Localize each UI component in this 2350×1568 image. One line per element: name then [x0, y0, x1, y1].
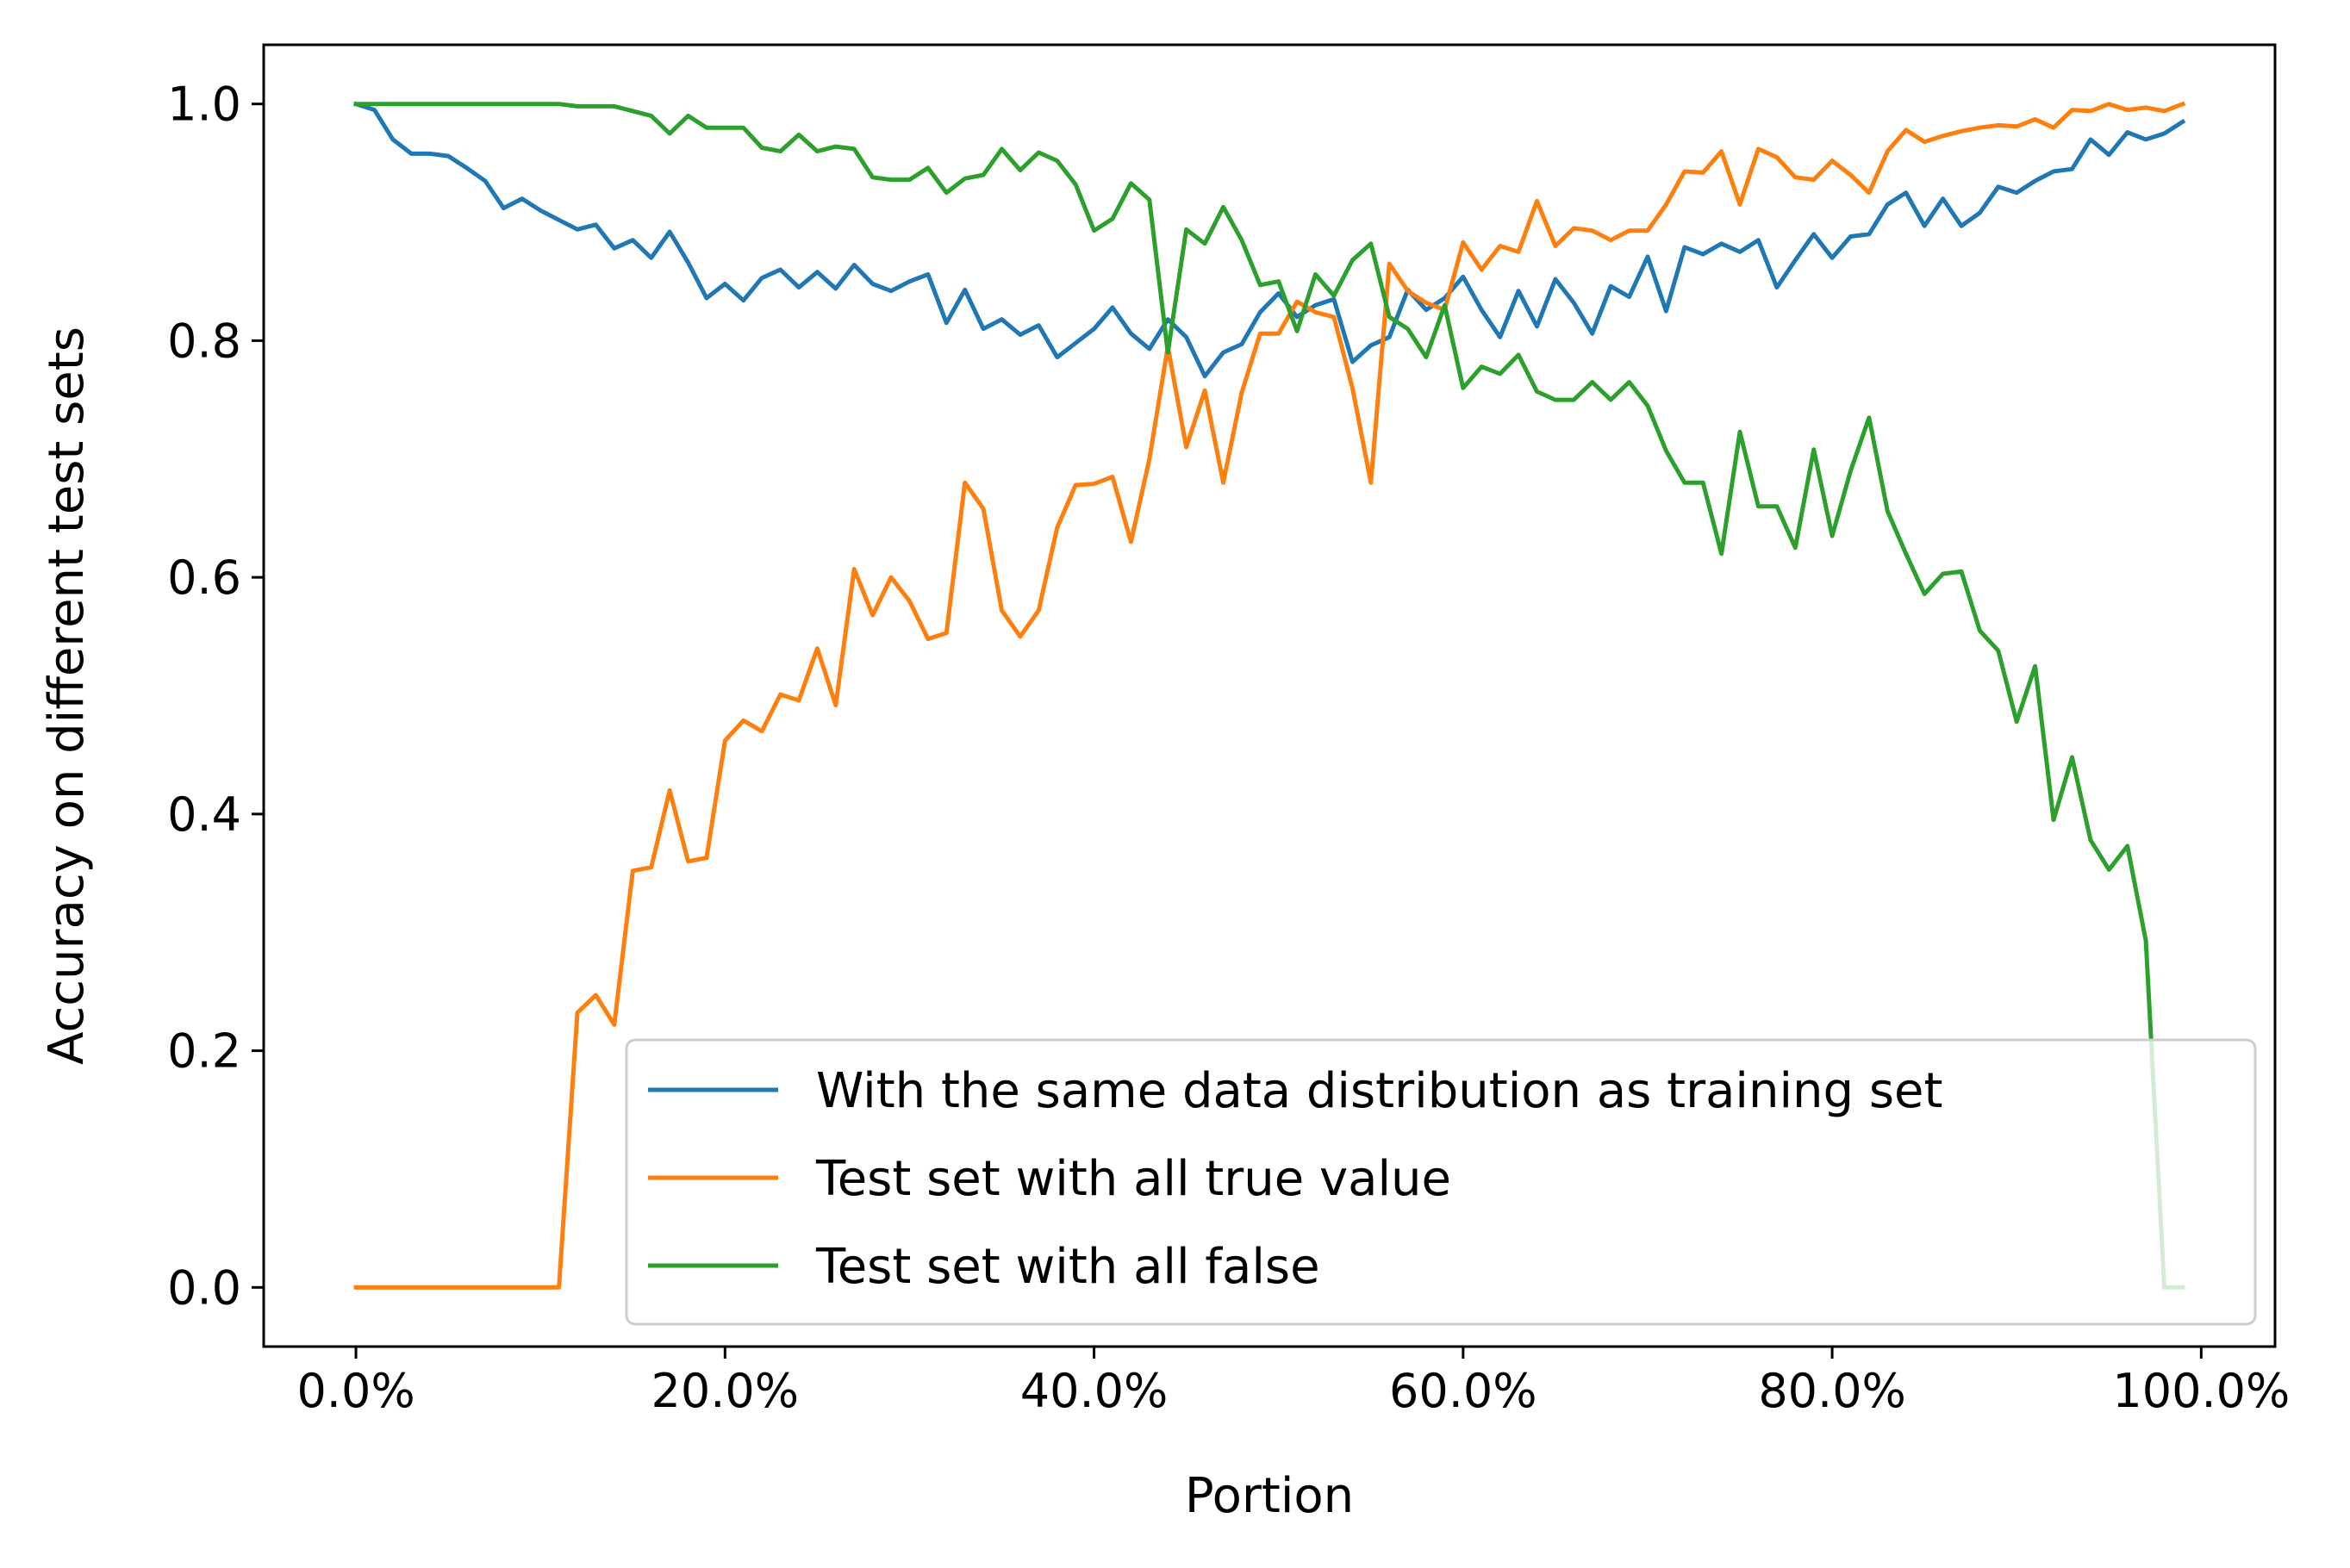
x-tick-label: 0.0% — [296, 1364, 415, 1418]
x-tick-label: 60.0% — [1389, 1364, 1537, 1418]
x-tick-label: 100.0% — [2112, 1364, 2290, 1418]
x-axis-ticks: 0.0% 20.0% 40.0% 60.0% 80.0% 100.0% — [296, 1347, 2290, 1418]
legend-label-all-false: Test set with all false — [815, 1239, 1320, 1295]
plot-area-frame — [262, 43, 2277, 1348]
series-line-same-distribution — [352, 101, 2186, 379]
legend: With the same data distribution as train… — [625, 1038, 2257, 1326]
x-tick-label: 40.0% — [1020, 1364, 1169, 1418]
x-axis-label: Portion — [1185, 1468, 1354, 1524]
series-line-all-true — [353, 101, 2186, 1290]
y-tick-label: 0.2 — [167, 1024, 241, 1079]
series-line-all-false — [353, 102, 2185, 1290]
legend-label-same-distribution: With the same data distribution as train… — [816, 1063, 1942, 1119]
y-tick-label: 0.4 — [167, 787, 241, 842]
y-tick-label: 0.0 — [167, 1260, 241, 1315]
y-axis-label: Accuracy on different test sets — [39, 327, 95, 1065]
legend-box — [625, 1038, 2257, 1326]
x-tick-label: 80.0% — [1758, 1364, 1906, 1418]
y-axis-ticks: 0.0 0.2 0.4 0.6 0.8 1.0 — [167, 78, 264, 1315]
x-tick-label: 20.0% — [651, 1364, 800, 1418]
y-tick-label: 1.0 — [167, 78, 241, 132]
y-tick-label: 0.6 — [167, 551, 241, 605]
y-tick-label: 0.8 — [167, 314, 241, 368]
plot-series — [352, 101, 2186, 1290]
legend-label-all-true: Test set with all true value — [815, 1151, 1451, 1207]
